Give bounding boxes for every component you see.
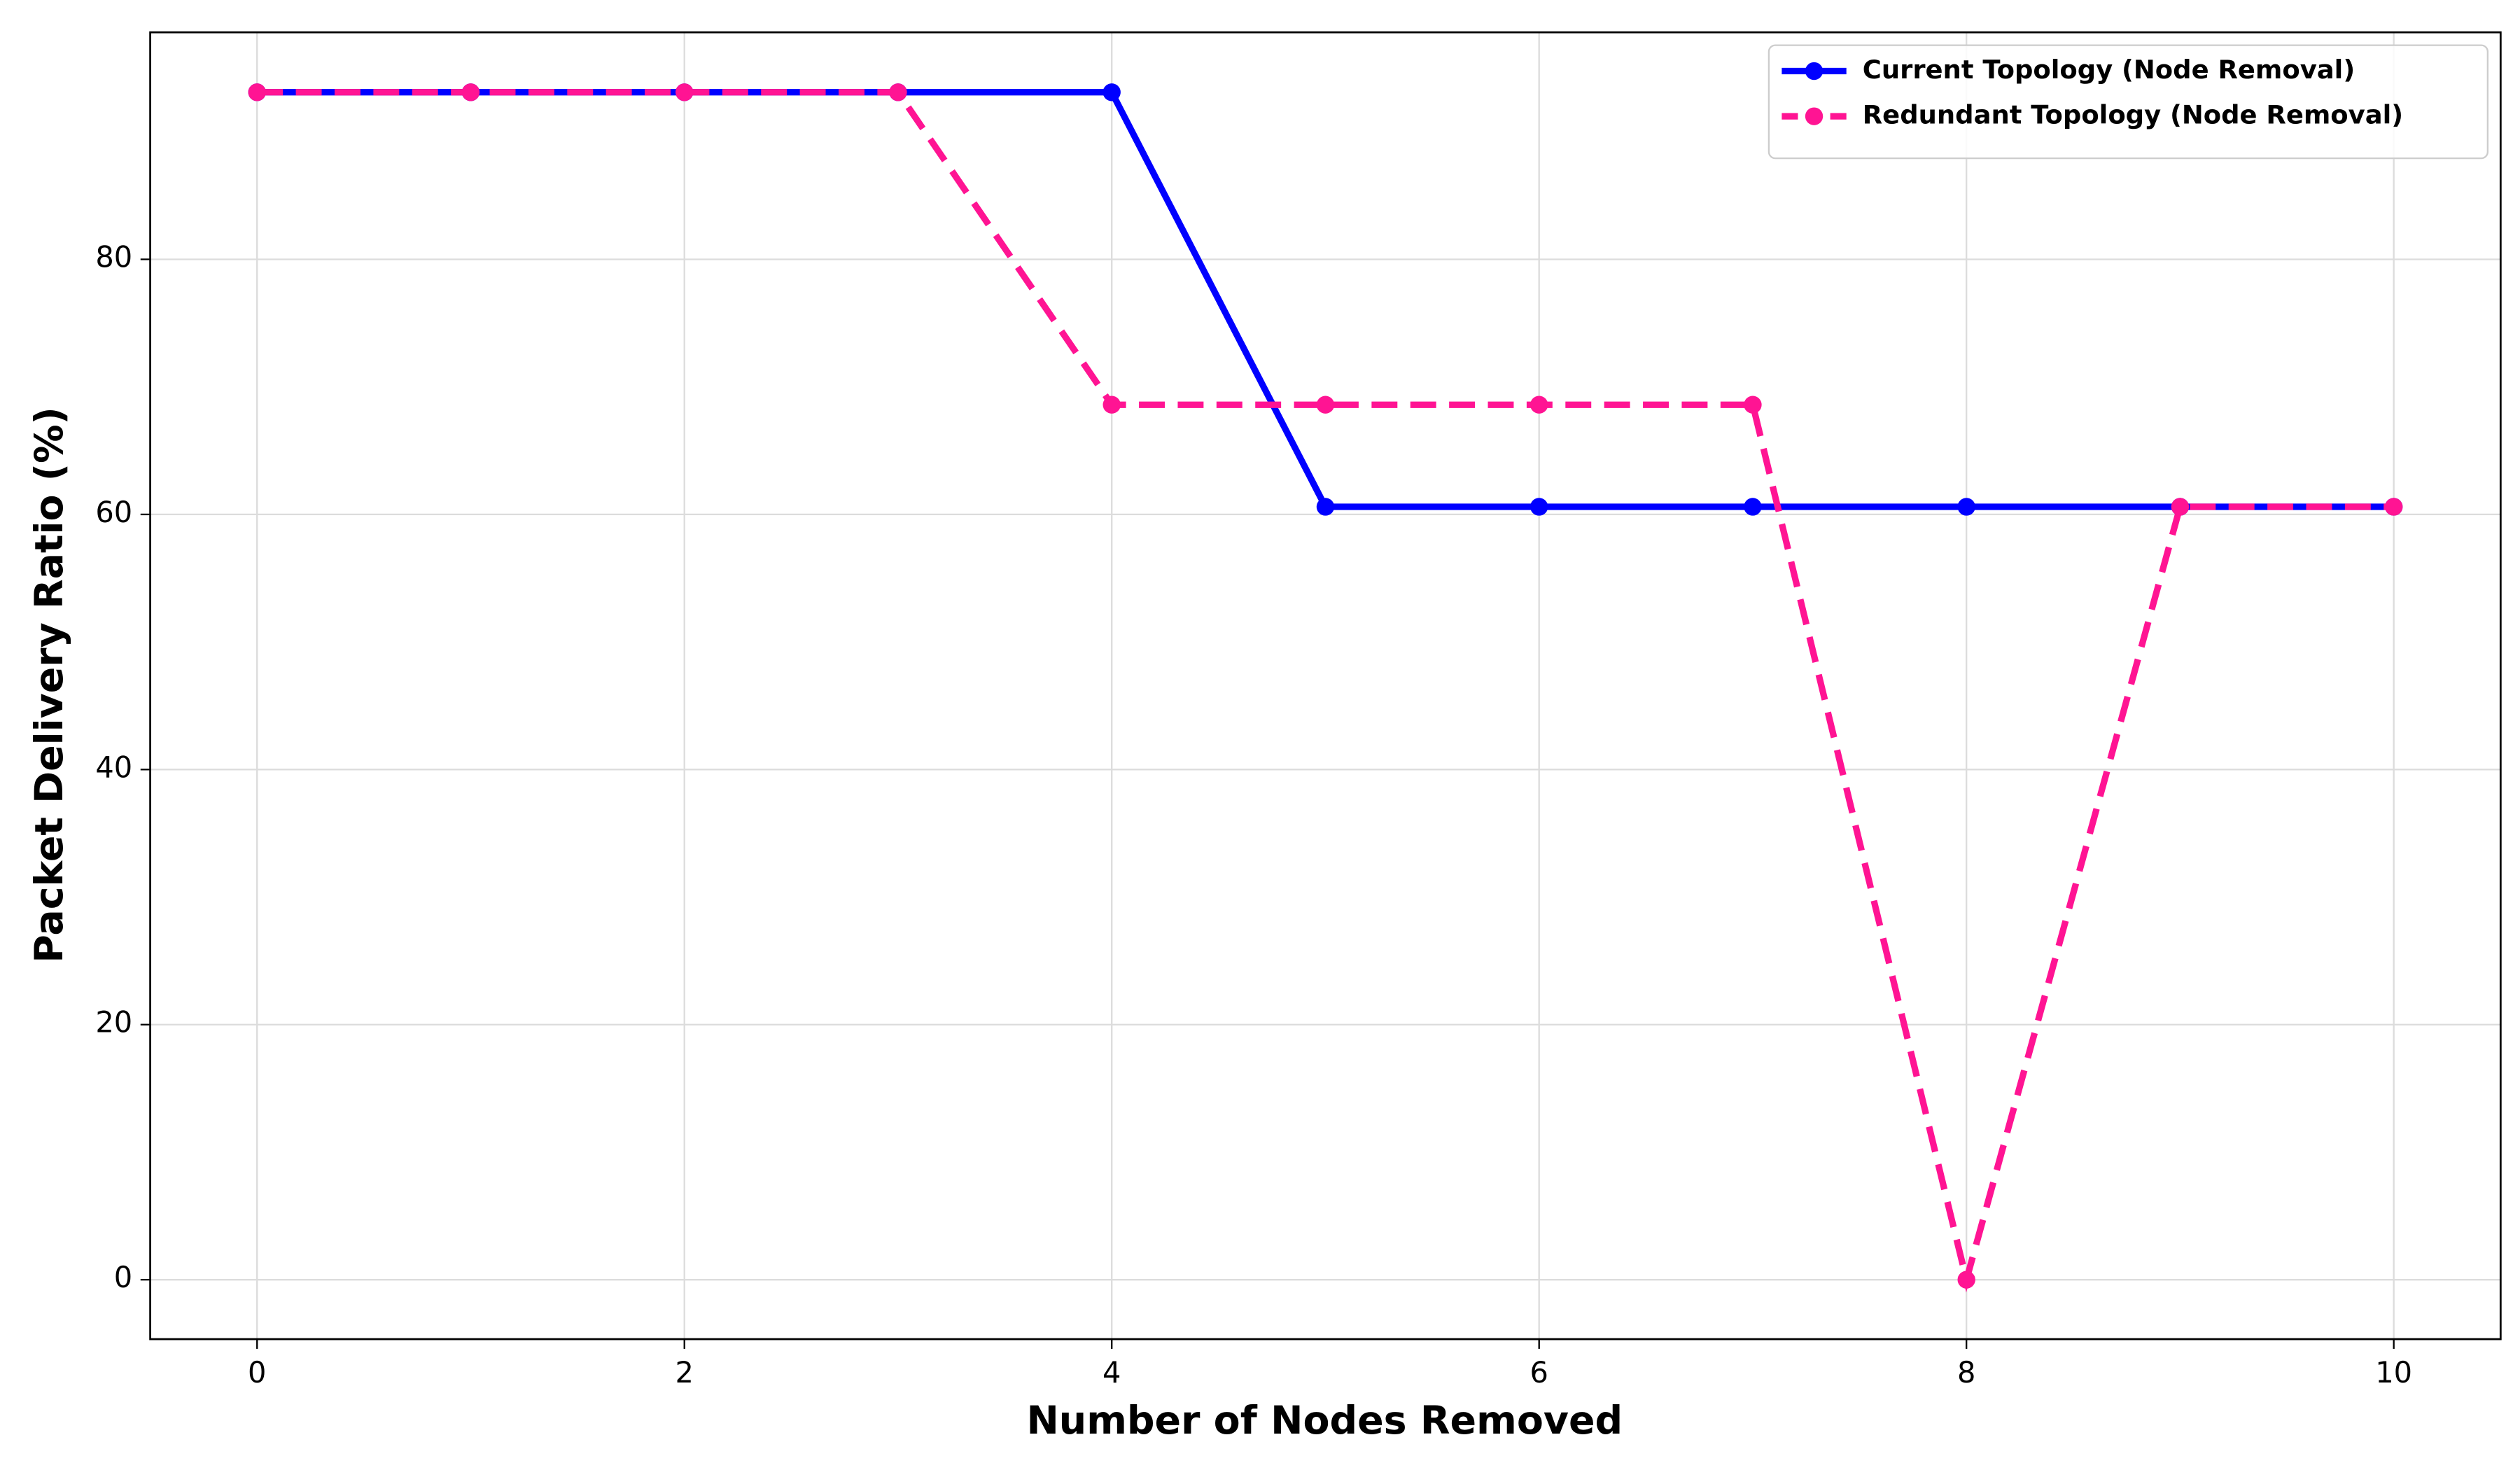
legend-marker — [1805, 107, 1823, 125]
y-tick-label: 0 — [114, 1260, 132, 1294]
data-point — [248, 83, 266, 102]
legend-marker — [1805, 62, 1823, 80]
data-point — [1744, 498, 1762, 516]
data-point — [1102, 83, 1121, 102]
data-point — [1530, 396, 1548, 414]
legend-label: Current Topology (Node Removal) — [1863, 55, 2355, 85]
data-point — [676, 83, 694, 102]
y-tick-label: 20 — [95, 1005, 132, 1040]
data-point — [1957, 498, 1975, 516]
data-point — [1316, 498, 1335, 516]
x-tick-label: 2 — [676, 1355, 694, 1390]
x-tick-label: 6 — [1530, 1355, 1548, 1390]
y-tick-label: 60 — [95, 495, 132, 529]
data-point — [2384, 498, 2403, 516]
data-point — [1957, 1270, 1975, 1289]
data-point — [1102, 396, 1121, 414]
data-point — [889, 83, 907, 102]
x-tick-label: 0 — [248, 1355, 266, 1390]
data-point — [1744, 396, 1762, 414]
x-tick-label: 10 — [2375, 1355, 2412, 1390]
y-tick-label: 40 — [95, 750, 132, 784]
x-axis-label: Number of Nodes Removed — [1026, 1399, 1623, 1443]
legend-box — [1768, 44, 2488, 160]
plot-frame — [149, 31, 2502, 1340]
legend-label: Redundant Topology (Node Removal) — [1863, 100, 2403, 130]
x-tick-label: 4 — [1102, 1355, 1121, 1390]
data-point — [2171, 498, 2190, 516]
y-axis-label: Packet Delivery Ratio (%) — [27, 407, 72, 963]
data-point — [1316, 396, 1335, 414]
data-point — [1530, 498, 1548, 516]
y-tick-label: 80 — [95, 239, 132, 274]
series-line — [257, 89, 2394, 1293]
x-tick-label: 8 — [1957, 1355, 1975, 1390]
data-point — [461, 83, 480, 102]
